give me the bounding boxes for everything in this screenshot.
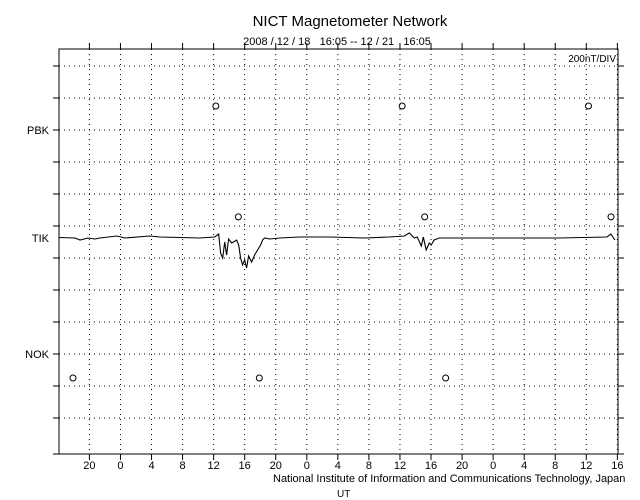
chart-subtitle: 2008 / 12 / 18 16:05 -- 12 / 21 16:05 — [243, 36, 431, 48]
marker-circle — [255, 374, 263, 382]
x-tick-label: 16 — [611, 460, 623, 472]
series-line-tik — [58, 232, 616, 269]
x-tick-label: 12 — [208, 460, 220, 472]
marker-circle — [212, 102, 220, 110]
plot-frame — [58, 48, 619, 455]
axis-ticks: 20 0 4 8 12 16 20 0 4 8 12 16 20 0 4 8 12 16 — [53, 43, 624, 472]
marker-circle — [442, 374, 450, 382]
scale-label: 200nT/DIV — [568, 54, 616, 65]
station-label-pbk: PBK — [27, 125, 50, 137]
marker-circle — [398, 102, 406, 110]
x-tick-label: 16 — [239, 460, 251, 472]
station-label-nok: NOK — [25, 349, 50, 361]
marker-circle — [584, 102, 592, 110]
series — [58, 232, 616, 269]
markers — [69, 102, 615, 382]
x-axis-label: UT — [337, 489, 350, 500]
footer-credit: National Institute of Information and Co… — [273, 473, 625, 485]
x-tick-label: 0 — [490, 460, 496, 472]
x-tick-label: 8 — [180, 460, 186, 472]
x-tick-label: 20 — [456, 460, 468, 472]
x-tick-label: 20 — [270, 460, 282, 472]
marker-circle — [607, 213, 615, 221]
x-tick-label: 12 — [394, 460, 406, 472]
x-tick-label: 4 — [521, 460, 527, 472]
x-tick-label: 4 — [148, 460, 154, 472]
marker-circle — [421, 213, 429, 221]
x-tick-label: 8 — [552, 460, 558, 472]
x-tick-label: 4 — [335, 460, 341, 472]
station-labels: PBK TIK NOK — [25, 125, 50, 361]
x-tick-label: 0 — [117, 460, 123, 472]
marker-circle — [69, 374, 77, 382]
marker-circle — [234, 213, 242, 221]
x-tick-label: 12 — [580, 460, 592, 472]
x-tick-label: 16 — [425, 460, 437, 472]
grid — [59, 49, 618, 454]
chart-title: NICT Magnetometer Network — [253, 13, 448, 30]
x-tick-label: 0 — [304, 460, 310, 472]
x-tick-label: 8 — [366, 460, 372, 472]
x-tick-label: 20 — [83, 460, 95, 472]
station-label-tik: TIK — [32, 233, 50, 245]
